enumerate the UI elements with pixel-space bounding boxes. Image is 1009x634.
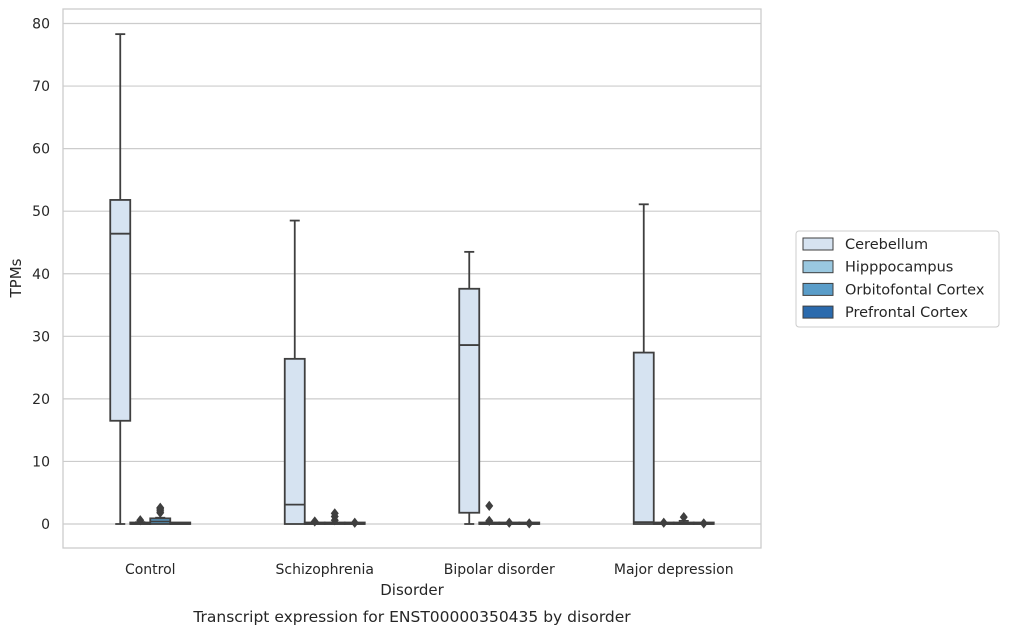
box-group bbox=[283, 219, 306, 525]
outlier-point bbox=[505, 517, 514, 528]
outlier-point bbox=[330, 508, 339, 519]
x-tick-label: Control bbox=[125, 562, 176, 578]
box bbox=[109, 199, 132, 422]
box-group bbox=[129, 515, 152, 526]
legend-label: Prefrontal Cortex bbox=[845, 305, 968, 321]
box-group bbox=[169, 521, 192, 525]
y-tick-label: 0 bbox=[41, 517, 50, 533]
grid-lines bbox=[63, 22, 761, 525]
y-tick-label: 70 bbox=[32, 79, 50, 95]
outlier-point bbox=[350, 517, 359, 528]
outlier-point bbox=[659, 517, 668, 528]
y-tick-labels: 0 10 20 30 40 50 60 70 80 bbox=[32, 17, 50, 534]
legend-label: Cerebellum bbox=[845, 237, 928, 253]
legend-label: Hipppocampus bbox=[845, 260, 953, 276]
y-tick-label: 60 bbox=[32, 142, 50, 158]
x-tick-label: Schizophrenia bbox=[276, 562, 374, 578]
box-group bbox=[498, 517, 521, 528]
x-tick-labels: Control Schizophrenia Bipolar disorder Majo… bbox=[125, 562, 734, 578]
x-axis-label: Disorder bbox=[380, 581, 444, 599]
box-group bbox=[652, 517, 675, 528]
x-tick-label: Major depression bbox=[614, 562, 734, 578]
box-group bbox=[458, 250, 481, 525]
x-tick-label: Bipolar disorder bbox=[444, 562, 555, 578]
legend-swatch bbox=[802, 282, 834, 296]
box-group bbox=[343, 517, 366, 528]
outlier-point bbox=[310, 516, 319, 527]
y-tick-label: 50 bbox=[32, 204, 50, 220]
box-group bbox=[109, 33, 132, 525]
y-tick-label: 30 bbox=[32, 329, 50, 345]
outlier-point bbox=[156, 502, 165, 513]
outlier-point bbox=[699, 518, 708, 529]
box-group bbox=[149, 502, 172, 525]
box-group bbox=[303, 516, 326, 527]
box bbox=[458, 287, 481, 514]
box-group bbox=[692, 518, 715, 529]
outlier-point bbox=[525, 518, 534, 529]
y-axis-label: TPMs bbox=[7, 258, 25, 298]
plot-frame bbox=[62, 8, 762, 549]
legend-swatch bbox=[802, 260, 834, 274]
legend-frame bbox=[795, 230, 1000, 328]
legend-swatch bbox=[802, 237, 834, 251]
box-group bbox=[478, 500, 501, 527]
box-group bbox=[672, 511, 695, 525]
box bbox=[283, 357, 306, 525]
box bbox=[632, 351, 655, 525]
y-tick-label: 20 bbox=[32, 392, 50, 408]
box-group bbox=[632, 203, 655, 525]
legend: Cerebellum Hipppocampus Orbitofontal Corte… bbox=[795, 230, 1000, 328]
outlier-point bbox=[136, 515, 145, 526]
box-group bbox=[323, 508, 346, 526]
box-groups bbox=[109, 33, 715, 529]
legend-label: Orbitofontal Cortex bbox=[845, 282, 985, 298]
box-group bbox=[518, 518, 541, 529]
y-tick-label: 10 bbox=[32, 454, 50, 470]
outlier-point bbox=[485, 515, 494, 527]
chart-caption: Transcript expression for ENST0000035043… bbox=[192, 608, 631, 626]
y-tick-label: 40 bbox=[32, 267, 50, 283]
outlier-point bbox=[679, 511, 688, 523]
legend-swatch bbox=[802, 305, 834, 319]
y-tick-label: 80 bbox=[32, 17, 50, 33]
outlier-point bbox=[485, 500, 494, 512]
